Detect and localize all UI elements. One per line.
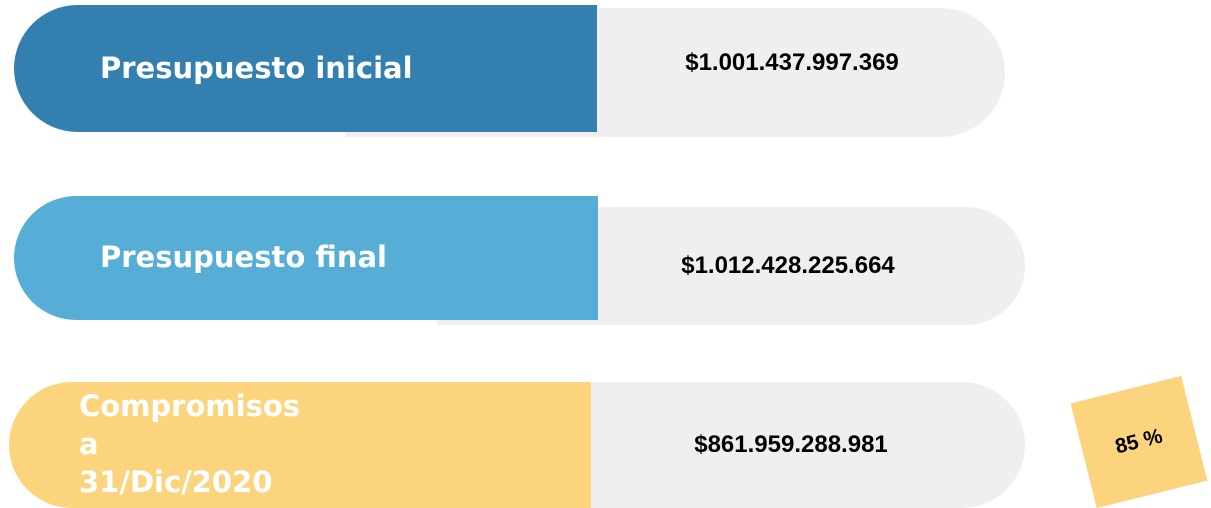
item-label: Presupuesto final bbox=[14, 196, 598, 320]
value-panel bbox=[560, 382, 1025, 508]
item-label: Presupuesto inicial bbox=[14, 5, 597, 132]
item-label: Compromisos a 31/Dic/2020 bbox=[9, 382, 591, 508]
item-value: $1.001.437.997.369 bbox=[685, 49, 899, 76]
item-value: $1.012.428.225.664 bbox=[681, 252, 895, 279]
item-value: $861.959.288.981 bbox=[694, 431, 888, 458]
percentage-badge: 85 % bbox=[1070, 375, 1208, 508]
